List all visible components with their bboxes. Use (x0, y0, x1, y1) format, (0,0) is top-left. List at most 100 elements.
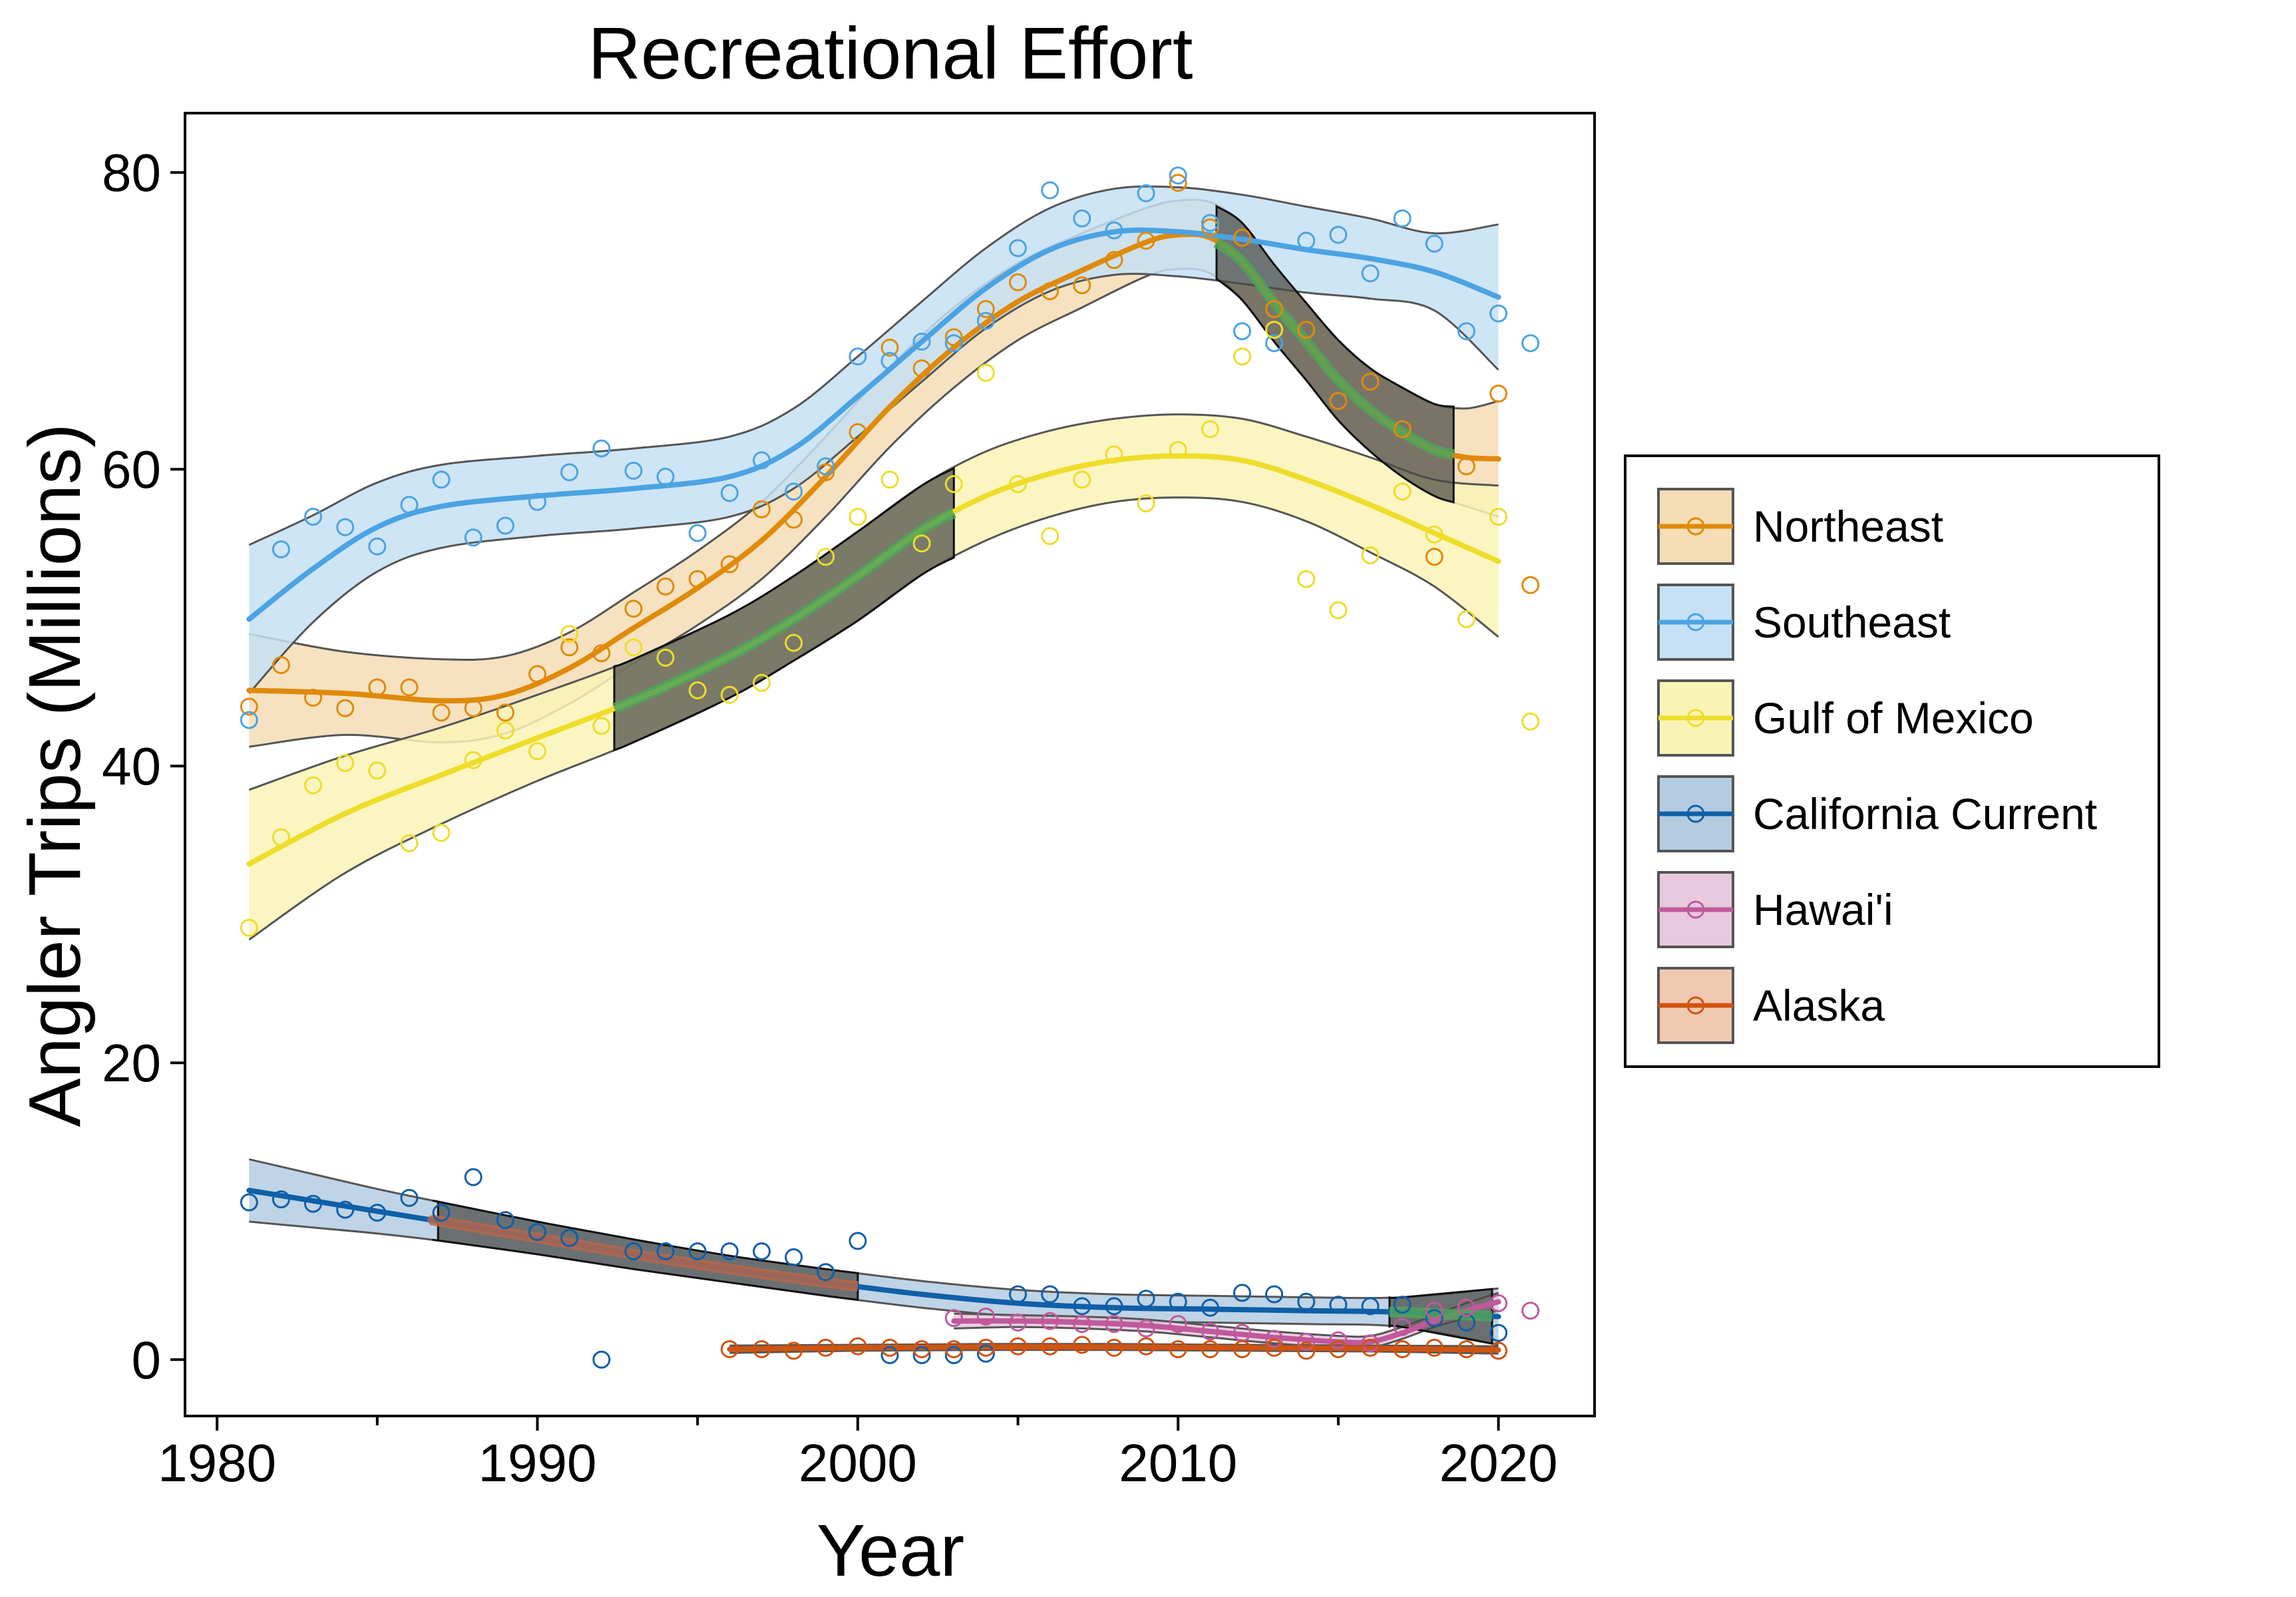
data-point-1-31 (1233, 322, 1251, 341)
data-point-5-7 (944, 1340, 963, 1359)
data-point-1-14 (688, 524, 707, 542)
data-point-3-21 (912, 1346, 931, 1365)
data-point-2-32 (1265, 321, 1284, 339)
y-tick-label-0: 0 (132, 1330, 162, 1389)
legend-label-3: California Current (1753, 789, 2097, 838)
data-point-0-31 (1233, 228, 1251, 247)
data-point-5-5 (880, 1338, 899, 1357)
data-point-2-10 (560, 625, 579, 643)
legend-label-2: Gulf of Mexico (1753, 693, 2034, 743)
data-point-2-0 (240, 918, 258, 937)
data-point-1-20 (880, 351, 899, 370)
data-point-2-9 (528, 742, 546, 761)
legend-marker-0 (1686, 517, 1705, 536)
data-point-1-1 (272, 540, 290, 559)
data-point-4-2 (1009, 1314, 1027, 1331)
data-point-0-27 (1105, 251, 1123, 269)
legend-label-1: Southeast (1753, 598, 1951, 647)
data-point-3-11 (592, 1350, 611, 1369)
data-point-0-32 (1265, 299, 1284, 318)
data-point-0-2 (304, 689, 322, 707)
data-point-3-26 (1073, 1297, 1091, 1316)
data-point-1-35 (1361, 264, 1380, 283)
data-point-0-5 (400, 678, 419, 697)
data-point-3-7 (464, 1168, 482, 1186)
data-point-5-9 (1009, 1337, 1027, 1355)
data-point-2-18 (817, 548, 835, 566)
data-point-2-13 (656, 648, 675, 667)
x-tick-label-2: 2000 (799, 1433, 917, 1493)
data-point-1-11 (592, 439, 611, 458)
data-point-0-7 (464, 699, 482, 717)
data-point-1-29 (1169, 166, 1187, 185)
legend-marker-3 (1686, 804, 1705, 823)
data-point-5-6 (912, 1340, 931, 1359)
data-point-0-28 (1137, 232, 1155, 250)
data-point-0-23 (976, 299, 995, 318)
data-point-1-0 (240, 711, 258, 729)
data-point-3-3 (336, 1200, 355, 1219)
chart-title: Recreational Effort (588, 13, 1193, 94)
data-point-5-20 (1361, 1338, 1380, 1357)
plot-content (240, 166, 1540, 1369)
y-tick-label-3: 60 (102, 440, 161, 499)
data-point-5-24 (1489, 1341, 1508, 1360)
data-point-2-37 (1425, 525, 1443, 544)
data-point-2-2 (304, 776, 322, 795)
legend-label-4: Hawai'i (1753, 885, 1893, 934)
y-tick-label-4: 80 (102, 143, 161, 202)
data-point-2-31 (1233, 347, 1251, 366)
data-point-4-4 (1073, 1315, 1091, 1333)
data-point-2-28 (1137, 494, 1155, 512)
data-point-0-6 (432, 703, 451, 722)
data-point-0-15 (720, 555, 739, 574)
axes: 0 20 40 60 80 1980 1990 2000 2010 2020 (102, 143, 1558, 1493)
data-point-5-12 (1105, 1338, 1123, 1357)
data-point-0-22 (944, 328, 963, 347)
data-point-0-30 (1201, 218, 1219, 237)
data-point-0-35 (1361, 373, 1380, 391)
data-point-2-27 (1105, 445, 1123, 464)
legend-marker-5 (1686, 996, 1705, 1015)
data-point-1-27 (1105, 221, 1123, 240)
data-point-4-7 (1169, 1315, 1187, 1333)
trend-line-3-1 (1384, 1306, 1493, 1322)
data-point-5-10 (1041, 1337, 1059, 1355)
x-tick-label-3: 2010 (1119, 1433, 1237, 1493)
data-point-1-23 (976, 311, 995, 330)
data-point-3-4 (368, 1204, 387, 1222)
data-point-1-8 (496, 516, 514, 535)
data-point-0-39 (1489, 385, 1508, 403)
data-point-4-12 (1329, 1331, 1348, 1349)
data-point-2-29 (1169, 441, 1187, 459)
data-point-0-19 (849, 423, 867, 441)
data-point-3-14 (688, 1242, 707, 1260)
data-point-2-33 (1297, 570, 1316, 588)
data-point-2-34 (1329, 601, 1348, 620)
data-point-0-40 (1521, 576, 1540, 594)
data-point-3-19 (849, 1232, 867, 1250)
data-point-3-13 (656, 1242, 675, 1260)
data-point-1-18 (817, 457, 835, 476)
data-point-0-24 (1009, 273, 1027, 291)
legend: Northeast Southeast Gulf of Mexico Californ… (1624, 454, 2160, 1068)
data-point-2-5 (400, 834, 419, 852)
data-point-1-4 (368, 537, 387, 556)
data-point-3-20 (880, 1346, 899, 1365)
data-point-4-14 (1393, 1318, 1412, 1336)
data-point-3-35 (1361, 1297, 1380, 1316)
data-point-2-16 (753, 673, 771, 692)
ci-band-1 (249, 186, 1499, 693)
data-point-0-3 (336, 699, 355, 717)
data-point-0-4 (368, 678, 387, 697)
trend-shade-2-0 (613, 466, 955, 752)
data-point-3-34 (1329, 1296, 1348, 1314)
data-point-5-21 (1393, 1340, 1412, 1359)
data-point-2-8 (496, 721, 514, 740)
data-point-1-5 (400, 496, 419, 514)
data-point-3-18 (817, 1263, 835, 1282)
data-point-3-0 (240, 1193, 258, 1212)
data-point-0-17 (785, 510, 803, 529)
data-point-2-15 (720, 685, 739, 704)
